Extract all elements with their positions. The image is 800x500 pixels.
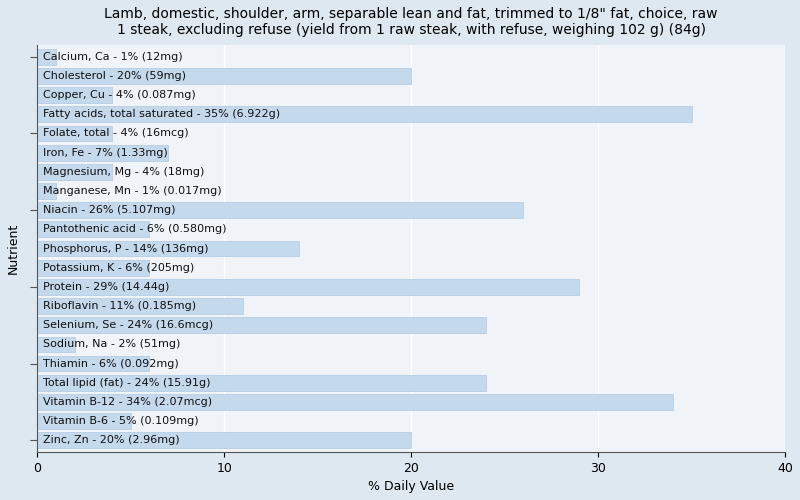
Bar [38,49,56,64]
Text: Protein - 29% (14.44g): Protein - 29% (14.44g) [43,282,170,292]
Bar [38,413,130,429]
Text: Total lipid (fat) - 24% (15.91g): Total lipid (fat) - 24% (15.91g) [43,378,210,388]
Text: Manganese, Mn - 1% (0.017mg): Manganese, Mn - 1% (0.017mg) [43,186,222,196]
Text: Zinc, Zn - 20% (2.96mg): Zinc, Zn - 20% (2.96mg) [43,436,179,446]
Text: Phosphorus, P - 14% (136mg): Phosphorus, P - 14% (136mg) [43,244,209,254]
Text: Pantothenic acid - 6% (0.580mg): Pantothenic acid - 6% (0.580mg) [43,224,226,234]
Bar [38,394,673,410]
Text: Calcium, Ca - 1% (12mg): Calcium, Ca - 1% (12mg) [43,52,182,62]
Text: Fatty acids, total saturated - 35% (6.922g): Fatty acids, total saturated - 35% (6.92… [43,110,280,120]
Bar [38,202,523,218]
Text: Potassium, K - 6% (205mg): Potassium, K - 6% (205mg) [43,262,194,272]
Title: Lamb, domestic, shoulder, arm, separable lean and fat, trimmed to 1/8" fat, choi: Lamb, domestic, shoulder, arm, separable… [105,7,718,37]
X-axis label: % Daily Value: % Daily Value [368,480,454,493]
Text: Niacin - 26% (5.107mg): Niacin - 26% (5.107mg) [43,205,175,215]
Bar [38,68,411,84]
Text: Iron, Fe - 7% (1.33mg): Iron, Fe - 7% (1.33mg) [43,148,168,158]
Bar [38,318,486,333]
Text: Magnesium, Mg - 4% (18mg): Magnesium, Mg - 4% (18mg) [43,167,204,177]
Text: Folate, total - 4% (16mcg): Folate, total - 4% (16mcg) [43,128,189,138]
Bar [38,336,74,352]
Bar [38,164,112,180]
Bar [38,375,486,390]
Bar [38,126,112,142]
Bar [38,183,56,199]
Text: Thiamin - 6% (0.092mg): Thiamin - 6% (0.092mg) [43,358,178,368]
Text: Vitamin B-6 - 5% (0.109mg): Vitamin B-6 - 5% (0.109mg) [43,416,198,426]
Bar [38,260,150,276]
Text: Riboflavin - 11% (0.185mg): Riboflavin - 11% (0.185mg) [43,301,196,311]
Y-axis label: Nutrient: Nutrient [7,223,20,274]
Bar [38,432,411,448]
Text: Copper, Cu - 4% (0.087mg): Copper, Cu - 4% (0.087mg) [43,90,196,100]
Text: Sodium, Na - 2% (51mg): Sodium, Na - 2% (51mg) [43,340,180,349]
Text: Vitamin B-12 - 34% (2.07mcg): Vitamin B-12 - 34% (2.07mcg) [43,397,212,407]
Bar [38,240,299,256]
Text: Selenium, Se - 24% (16.6mcg): Selenium, Se - 24% (16.6mcg) [43,320,213,330]
Bar [38,145,168,160]
Bar [38,356,150,372]
Bar [38,298,243,314]
Bar [38,106,692,122]
Bar [38,222,150,237]
Bar [38,279,579,294]
Bar [38,88,112,103]
Text: Cholesterol - 20% (59mg): Cholesterol - 20% (59mg) [43,71,186,81]
